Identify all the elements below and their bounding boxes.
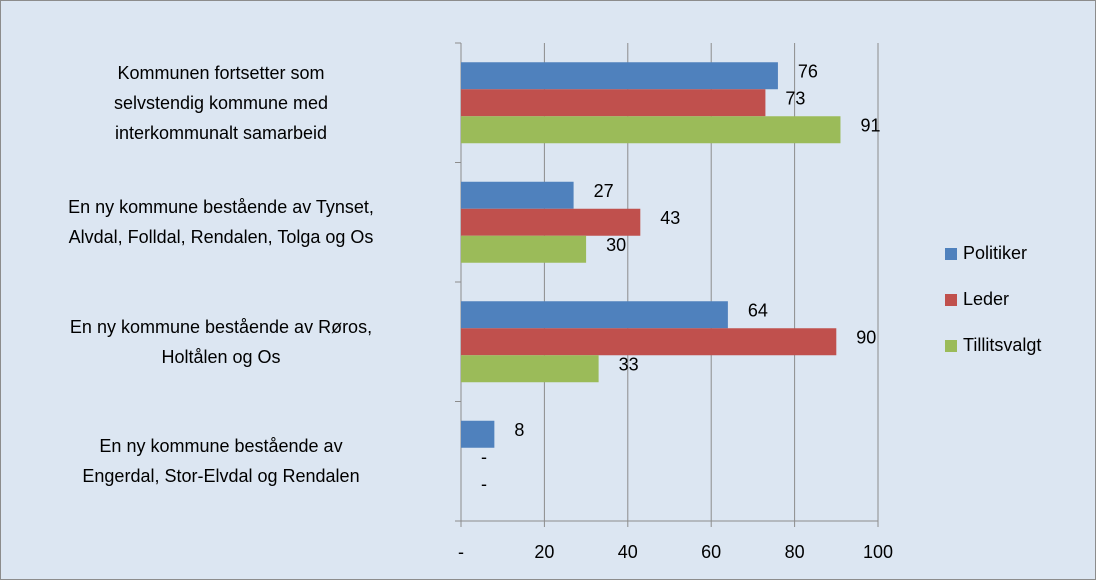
bar [461,235,587,263]
value-label: 90 [856,328,876,348]
value-label: 43 [660,208,680,228]
value-label: 76 [798,62,818,82]
value-label: 33 [619,355,639,375]
value-label: 73 [785,89,805,109]
x-tick-label: 20 [534,542,554,562]
bar [461,420,495,448]
legend-label: Politiker [963,243,1027,263]
value-label: 30 [606,235,626,255]
bar [461,328,837,356]
x-tick-label: 100 [863,542,893,562]
x-tick-label: - [458,542,464,562]
value-label: 64 [748,301,768,321]
value-label: 27 [594,181,614,201]
bar [461,116,841,144]
legend-swatch [945,340,957,352]
value-label: - [481,474,487,494]
value-label: 91 [860,116,880,136]
value-label: 8 [514,420,524,440]
category-label: Kommunen fortsetter som selvstendig komm… [113,62,329,143]
category-label: En ny kommune bestående av Røros, Holtål… [69,316,373,367]
legend-swatch [945,294,957,306]
category-label: En ny kommune bestående av Engerdal, Sto… [82,436,360,487]
x-tick-label: 60 [701,542,721,562]
bar [461,181,574,209]
value-label: - [481,447,487,467]
legend-swatch [945,248,957,260]
bar [461,208,641,236]
bar [461,355,599,383]
bar [461,301,728,329]
category-label: En ny kommune bestående av Tynset, Alvda… [68,197,374,248]
bar [461,62,778,90]
x-tick-label: 80 [785,542,805,562]
bar [461,89,766,117]
legend-label: Tillitsvalgt [963,335,1041,355]
legend-label: Leder [963,289,1009,309]
x-tick-label: 40 [618,542,638,562]
